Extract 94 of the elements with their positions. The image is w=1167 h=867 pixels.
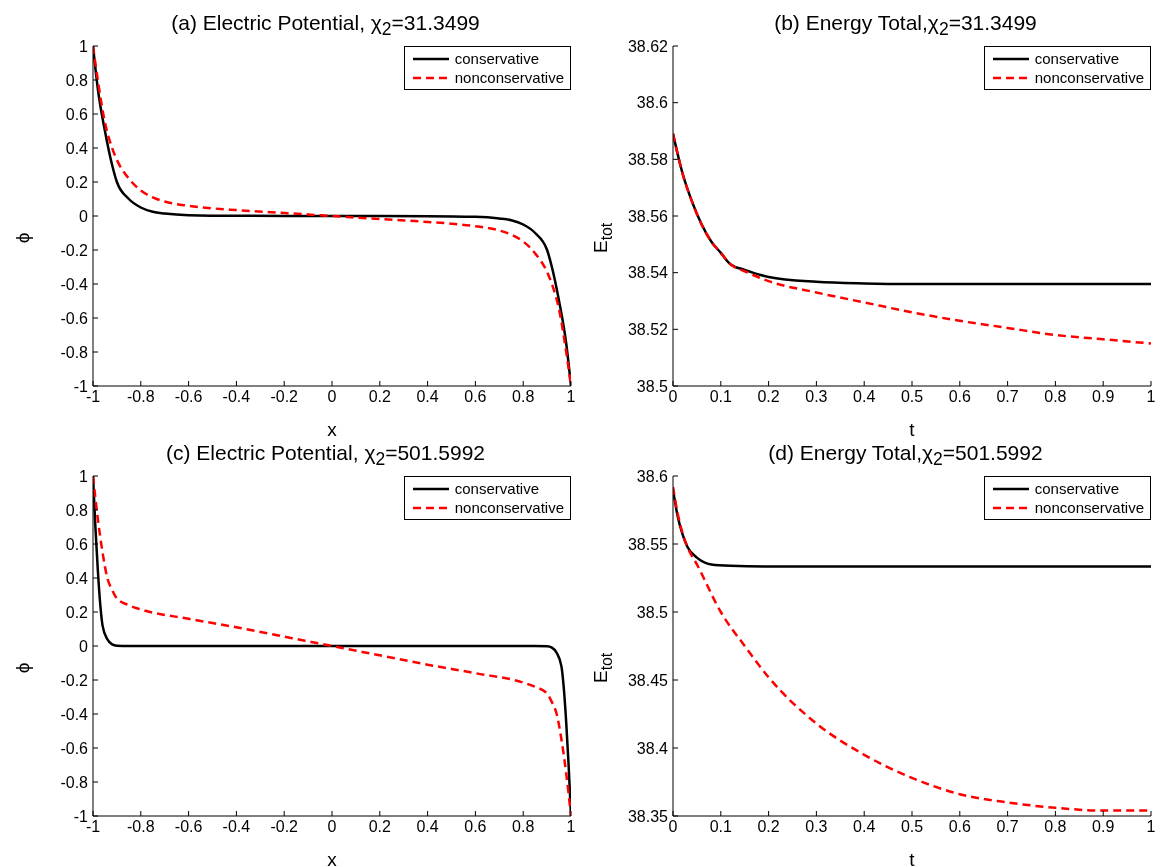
- x-tick-label: 0.4: [853, 388, 876, 406]
- y-tick-label: 0.2: [65, 173, 89, 191]
- x-tick-label: -0.2: [270, 388, 299, 406]
- x-axis-title: t: [909, 849, 916, 867]
- y-tick-label: -1: [73, 807, 89, 825]
- y-tick-label: 38.6: [636, 467, 669, 485]
- x-tick-label: 1: [566, 818, 576, 836]
- y-tick-label: 0: [79, 207, 89, 225]
- x-tick-label: 0.1: [709, 818, 733, 836]
- x-axis-title: x: [327, 419, 338, 440]
- x-tick-label: -0.8: [127, 818, 155, 836]
- x-tick-label: -0.4: [222, 818, 251, 836]
- x-tick-label: 0: [327, 818, 337, 836]
- x-tick-label: -0.2: [270, 818, 299, 836]
- x-tick-label: 0: [327, 388, 337, 406]
- y-tick-label: 38.6: [636, 94, 669, 112]
- x-tick-label: 0.8: [512, 818, 535, 836]
- y-tick-label: -0.4: [60, 705, 89, 723]
- x-tick-label: 0.8: [1044, 388, 1067, 406]
- line-series: [673, 132, 1151, 345]
- y-tick-label: -0.4: [60, 275, 89, 293]
- x-tick-label: 0.4: [416, 388, 439, 406]
- x-tick-label: 0.6: [464, 818, 487, 836]
- legend-label: conservative: [1034, 479, 1119, 498]
- chart-title: (b) Energy Total,χ$_{2}$=31.3499: [773, 10, 1038, 40]
- y-tick-label: -0.6: [60, 309, 89, 327]
- y-tick-label: 38.52: [627, 321, 669, 339]
- y-tick-label: 38.5: [636, 603, 669, 621]
- chart-title: (a) Electric Potential, χ$_{2}$=31.3499: [170, 10, 481, 40]
- x-tick-label: 0.1: [709, 388, 733, 406]
- y-tick-label: 38.55: [627, 535, 669, 553]
- x-tick-label: 0.6: [948, 388, 972, 406]
- y-axis-title: ϕ: [12, 662, 34, 674]
- x-tick-label: -0.4: [222, 388, 251, 406]
- y-tick-label: 0.4: [65, 569, 89, 587]
- x-tick-label: 0.7: [996, 388, 1019, 406]
- x-tick-label: 0.2: [757, 818, 780, 836]
- y-tick-label: -0.8: [60, 343, 89, 361]
- y-tick-label: -0.8: [60, 773, 89, 791]
- x-tick-label: -0.8: [127, 388, 155, 406]
- chart-title: (c) Electric Potential, χ$_{2}$=501.5992: [165, 441, 485, 470]
- y-tick-label: -0.2: [60, 671, 89, 689]
- y-tick-label: 38.4: [636, 739, 669, 757]
- y-tick-label: -0.2: [60, 241, 89, 259]
- x-tick-label: 0.6: [464, 388, 487, 406]
- x-tick-label: 0.8: [1044, 818, 1067, 836]
- x-tick-label: 0.7: [996, 818, 1019, 836]
- y-tick-label: 38.54: [627, 264, 669, 282]
- y-tick-label: 0.2: [65, 603, 89, 621]
- legend-label: nonconservative: [454, 68, 564, 87]
- y-tick-label: 0.6: [65, 105, 89, 123]
- y-tick-label: 38.35: [627, 807, 669, 825]
- y-tick-label: 0.6: [65, 535, 89, 553]
- x-tick-label: 0.3: [805, 818, 828, 836]
- x-tick-label: 1: [1146, 818, 1156, 836]
- legend-label: conservative: [454, 479, 539, 498]
- y-tick-label: 38.56: [627, 207, 669, 225]
- y-tick-label: 0.8: [65, 501, 89, 519]
- x-tick-label: 1: [1146, 388, 1156, 406]
- x-tick-label: 0.3: [805, 388, 828, 406]
- y-tick-label: 0.8: [65, 71, 89, 89]
- x-tick-label: 0.8: [512, 388, 535, 406]
- y-tick-label: 1: [79, 37, 89, 55]
- y-tick-label: -1: [73, 377, 89, 395]
- x-tick-label: 0.9: [1092, 388, 1115, 406]
- y-tick-label: 38.62: [627, 37, 669, 55]
- y-axis-title: ϕ: [12, 232, 34, 244]
- y-tick-label: 38.58: [627, 151, 669, 169]
- x-tick-label: 0.2: [368, 818, 392, 836]
- legend-label: nonconservative: [454, 498, 564, 517]
- x-tick-label: 0.9: [1092, 818, 1115, 836]
- legend-label: nonconservative: [1034, 68, 1144, 87]
- x-tick-label: 1: [566, 388, 576, 406]
- y-tick-label: -0.6: [60, 739, 89, 757]
- x-tick-label: 0.2: [757, 388, 780, 406]
- y-tick-label: 38.45: [627, 671, 669, 689]
- x-tick-label: 0.4: [853, 818, 876, 836]
- chart-title: (d) Energy Total,χ$_{2}$=501.5992: [768, 441, 1043, 470]
- y-tick-label: 0: [79, 637, 89, 655]
- legend-label: nonconservative: [1034, 498, 1144, 517]
- x-tick-label: 0.4: [416, 818, 439, 836]
- x-axis-title: t: [909, 419, 916, 440]
- x-tick-label: -0.6: [174, 818, 203, 836]
- y-tick-label: 0.4: [65, 139, 89, 157]
- legend-label: conservative: [1034, 49, 1119, 68]
- x-tick-label: 0.5: [900, 388, 924, 406]
- x-tick-label: 0.2: [368, 388, 392, 406]
- x-axis-title: x: [327, 849, 338, 867]
- x-tick-label: 0.6: [948, 818, 972, 836]
- x-tick-label: 0.5: [900, 818, 924, 836]
- legend-label: conservative: [454, 49, 539, 68]
- y-tick-label: 38.5: [636, 377, 669, 395]
- y-tick-label: 1: [79, 467, 89, 485]
- x-tick-label: -0.6: [174, 388, 203, 406]
